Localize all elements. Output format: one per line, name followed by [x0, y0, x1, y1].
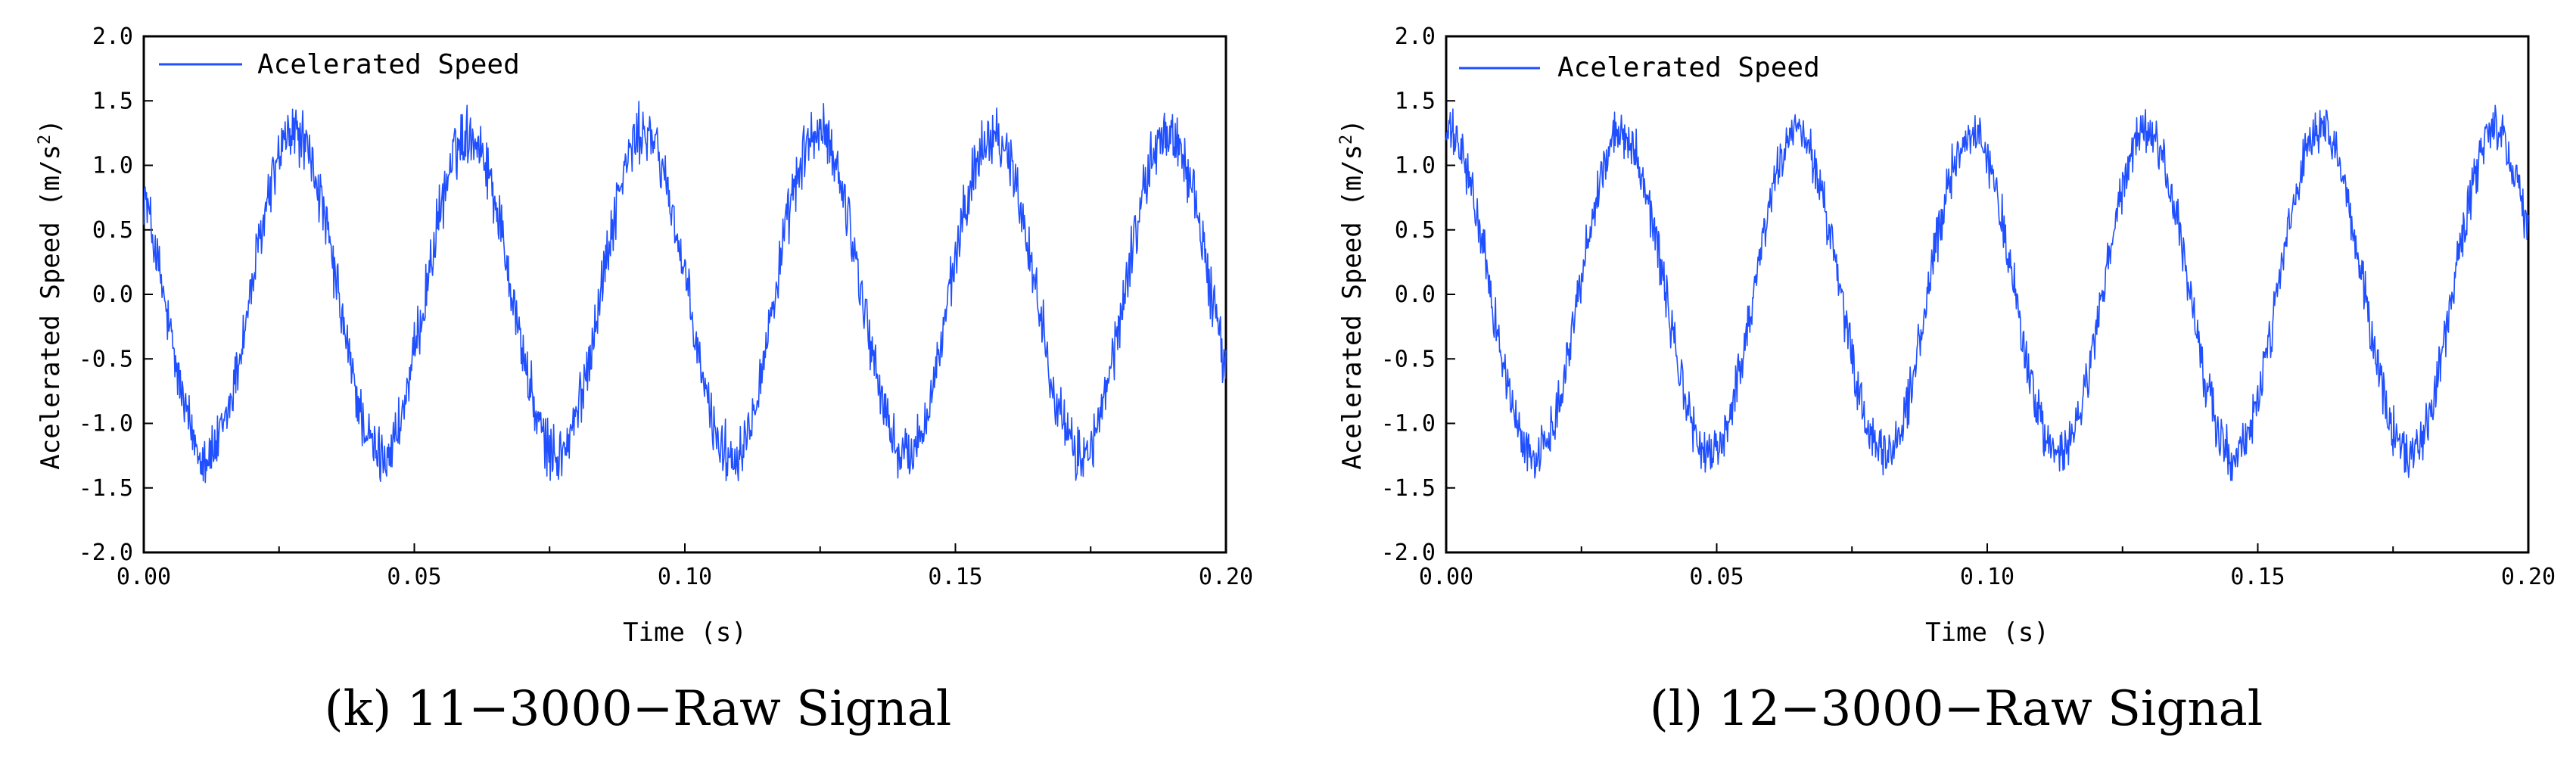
- chart-l: 2.0 1.5 1.0 0.5 0.0 -0.5 -1.0 -1.5 -2.0 0.00 0.05…: [1337, 23, 2556, 737]
- x-axis-title-l: Time (s): [1925, 617, 2049, 648]
- x-tick-label-k-4: 0.20: [1199, 564, 1253, 590]
- y-tick-label-k-8: -2.0: [79, 540, 133, 566]
- y-ticks-l: 2.0 1.5 1.0 0.5 0.0 -0.5 -1.0 -1.5 -2.0: [1381, 23, 1455, 566]
- y-tick-label-k-0: 2.0: [92, 23, 133, 50]
- y-tick-label-k-4: 0.0: [92, 282, 133, 308]
- legend-label-l: Acelerated Speed: [1557, 52, 1820, 83]
- plot-area-l: [1445, 35, 2530, 554]
- x-tick-label-l-3: 0.15: [2230, 564, 2285, 590]
- y-tick-label-k-2: 1.0: [92, 153, 133, 179]
- x-tick-label-l-1: 0.05: [1689, 564, 1744, 590]
- x-tick-label-l-4: 0.20: [2501, 564, 2556, 590]
- y-axis-title-close-l: ): [1337, 119, 1367, 134]
- y-axis-title-l: Acelerated Speed (m/s2): [1337, 119, 1367, 470]
- y-tick-label-l-6: -1.0: [1381, 411, 1436, 437]
- x-tick-label-k-3: 0.15: [928, 564, 982, 590]
- y-ticks-k: 2.0 1.5 1.0 0.5 0.0 -0.5 -1.0 -1.5 -2.0: [79, 23, 153, 566]
- y-tick-label-k-1: 1.5: [92, 88, 133, 114]
- y-tick-label-l-4: 0.0: [1395, 282, 1436, 308]
- series-line-l: [1445, 104, 2529, 481]
- y-axis-title-k: Acelerated Speed (m/s2): [36, 119, 66, 470]
- x-tick-label-k-2: 0.10: [658, 564, 712, 590]
- x-axis-title-k: Time (s): [623, 617, 747, 648]
- x-tick-label-k-1: 0.05: [387, 564, 441, 590]
- y-tick-label-k-5: -0.5: [79, 346, 133, 372]
- x-tick-label-k-0: 0.00: [117, 564, 171, 590]
- y-tick-label-l-2: 1.0: [1395, 153, 1436, 179]
- y-tick-label-l-0: 2.0: [1395, 23, 1436, 50]
- x-tick-label-l-0: 0.00: [1419, 564, 1473, 590]
- y-tick-label-l-1: 1.5: [1395, 88, 1436, 114]
- y-tick-label-k-7: -1.5: [79, 475, 133, 502]
- caption-l: (l) 12−3000−Raw Signal: [1650, 681, 2263, 737]
- y-tick-label-l-5: -0.5: [1381, 346, 1436, 372]
- y-tick-label-l-3: 0.5: [1395, 217, 1436, 244]
- signal-l: [1445, 104, 2529, 481]
- y-axis-title-main-l: Acelerated Speed (m/s: [1337, 145, 1367, 470]
- y-tick-label-k-3: 0.5: [92, 217, 133, 244]
- y-axis-title-sup-l: 2: [1337, 135, 1356, 145]
- caption-k: (k) 11−3000−Raw Signal: [325, 681, 952, 737]
- plot-area-k: [142, 35, 1227, 554]
- y-tick-label-l-8: -2.0: [1381, 540, 1436, 566]
- y-tick-label-l-7: -1.5: [1381, 475, 1436, 502]
- y-axis-title-main-k: Acelerated Speed (m/s: [36, 145, 66, 470]
- x-tick-label-l-2: 0.10: [1960, 564, 2014, 590]
- legend-label-k: Acelerated Speed: [257, 49, 520, 80]
- y-axis-title-sup-k: 2: [36, 135, 54, 145]
- signal-k: [143, 101, 1227, 484]
- y-axis-title-close-k: ): [36, 119, 66, 134]
- x-ticks-k: 0.00 0.05 0.10 0.15 0.20: [117, 543, 1253, 590]
- x-ticks-l: 0.00 0.05 0.10 0.15 0.20: [1419, 543, 2556, 590]
- series-line-k: [143, 101, 1227, 484]
- chart-k: 2.0 1.5 1.0 0.5 0.0 -0.5 -1.0 -1.5 -2.0 0.00 0.05…: [36, 23, 1253, 737]
- y-tick-label-k-6: -1.0: [79, 411, 133, 437]
